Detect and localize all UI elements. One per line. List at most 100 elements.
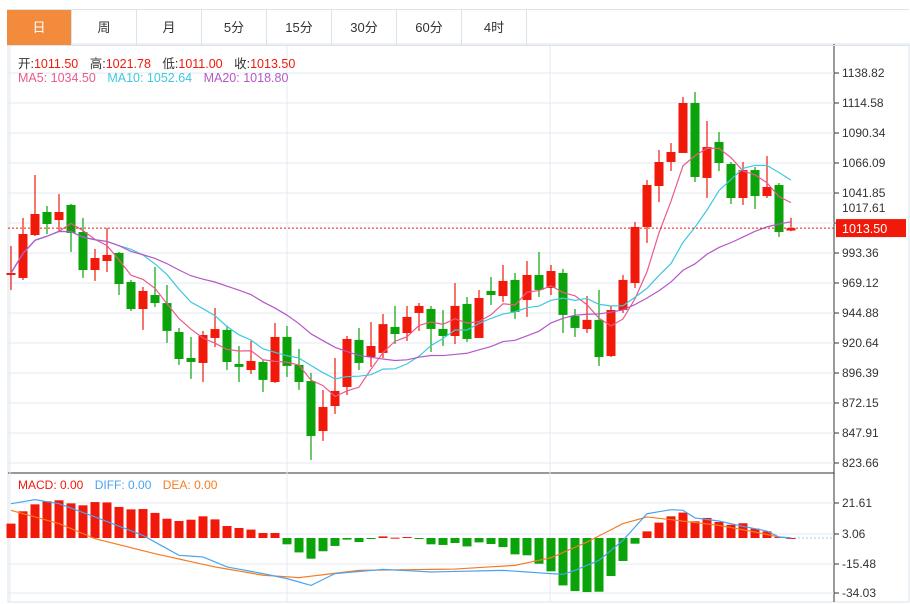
- high-label: 高:: [89, 57, 106, 71]
- macd-bar-up: [162, 518, 172, 538]
- current-price-badge: [836, 219, 906, 238]
- candle-down: [570, 315, 580, 328]
- candle-down: [390, 326, 400, 335]
- macd-bar-down: [342, 538, 352, 540]
- macd-bar-up: [126, 509, 136, 538]
- macd-bar-up: [186, 519, 196, 538]
- macd-bar-up: [678, 512, 688, 538]
- tab-1[interactable]: 周: [72, 10, 137, 45]
- macd-bar-up: [138, 509, 148, 538]
- candle-up: [474, 297, 484, 338]
- macd-bar-up: [90, 502, 100, 538]
- price-tick-label: 1114.58: [842, 96, 884, 110]
- macd-bar-up: [654, 522, 664, 538]
- candle-up: [330, 390, 340, 407]
- macd-bar-down: [618, 538, 628, 561]
- candle-down: [426, 309, 436, 329]
- dea-line: [10, 509, 792, 579]
- tab-6[interactable]: 60分: [397, 10, 462, 45]
- low-label: 低:: [162, 57, 179, 71]
- price-tick-label: 1138.82: [842, 66, 885, 80]
- candle-up: [642, 185, 652, 227]
- candle-up: [666, 151, 676, 162]
- period-tabs: 日周月 5分 15分 30分 60分 4时: [7, 9, 909, 46]
- candle-up: [522, 274, 532, 300]
- close-label: 收:: [234, 57, 251, 71]
- candle-up: [618, 279, 628, 310]
- candle-down: [150, 295, 160, 304]
- macd-bar-up: [774, 537, 784, 539]
- macd-bar-up: [402, 537, 412, 539]
- candle-up: [630, 226, 640, 284]
- macd-bar-up: [726, 524, 736, 538]
- candle-up: [102, 254, 112, 261]
- tab-4[interactable]: 15分: [267, 10, 332, 45]
- macd-bar-up: [30, 504, 40, 538]
- price-tick-label: 872.15: [842, 396, 879, 410]
- macd-tick-label: -34.03: [842, 586, 876, 600]
- macd-bar-up: [66, 503, 76, 538]
- candle-up: [702, 147, 712, 178]
- candle-down: [354, 339, 364, 363]
- macd-tick-label: 3.06: [842, 527, 866, 541]
- candle-up: [786, 228, 796, 231]
- candle-up: [582, 319, 592, 330]
- macd-bar-down: [282, 538, 292, 545]
- ma5-line: [10, 147, 792, 398]
- ma20-value: MA20: 1018.80: [203, 71, 289, 85]
- candle-down: [186, 358, 196, 362]
- tab-7[interactable]: 4时: [462, 10, 527, 45]
- macd-bar-down: [522, 538, 532, 556]
- candle-down: [594, 319, 604, 358]
- macd-bar-up: [750, 528, 760, 538]
- price-tick-label: 823.66: [842, 456, 879, 470]
- macd-bar-down: [354, 538, 364, 543]
- macd-bar-down: [570, 538, 580, 592]
- ma5-value: MA5: 1034.50: [18, 71, 96, 85]
- candle-down: [294, 364, 304, 383]
- candle-down: [486, 290, 496, 296]
- candle-up: [366, 346, 376, 358]
- price-tick-label: 1090.34: [842, 126, 886, 140]
- tab-5[interactable]: 30分: [332, 10, 397, 45]
- price-tick-label: 896.39: [842, 366, 879, 380]
- macd-bar-up: [762, 531, 772, 538]
- macd-bar-down: [582, 538, 592, 593]
- candle-up: [606, 309, 616, 357]
- tab-2[interactable]: 月: [137, 10, 202, 45]
- diff-value: DIFF: 0.00: [94, 478, 152, 492]
- candle-up: [6, 272, 16, 275]
- macd-bar-down: [306, 538, 316, 559]
- dea-value: DEA: 0.00: [162, 478, 218, 492]
- macd-tick-label: -15.48: [842, 557, 876, 571]
- macd-bar-down: [426, 538, 436, 545]
- candle-down: [726, 163, 736, 199]
- price-tick-label: 847.91: [842, 426, 879, 440]
- candle-down: [162, 303, 172, 331]
- price-tick-label: 920.64: [842, 336, 879, 350]
- macd-bar-up: [714, 521, 724, 538]
- candle-up: [270, 336, 280, 383]
- candle-up: [678, 102, 688, 153]
- candle-down: [462, 303, 472, 339]
- macd-bar-down: [630, 538, 640, 544]
- ma10-line: [10, 164, 792, 380]
- low-value: 1011.00: [178, 57, 223, 71]
- macd-bar-up: [258, 532, 268, 538]
- candle-down: [510, 279, 520, 312]
- candle-up: [30, 213, 40, 236]
- macd-bar-up: [222, 526, 232, 538]
- candle-down: [306, 381, 316, 436]
- macd-bar-up: [690, 521, 700, 538]
- tab-3[interactable]: 5分: [202, 10, 267, 45]
- macd-bar-up: [390, 537, 400, 539]
- tab-0[interactable]: 日: [7, 10, 72, 45]
- candle-up: [318, 407, 328, 432]
- macd-bar-down: [414, 538, 424, 539]
- candle-up: [450, 305, 460, 336]
- candle-up: [378, 324, 388, 353]
- macd-bar-up: [702, 517, 712, 538]
- macd-bar-up: [270, 532, 280, 538]
- candle-up: [246, 360, 256, 371]
